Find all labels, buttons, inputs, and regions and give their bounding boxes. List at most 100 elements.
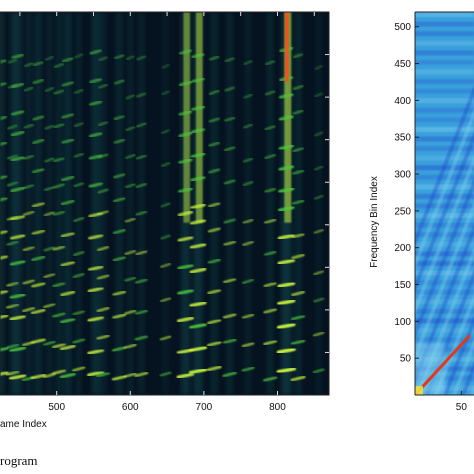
harmonic-dash xyxy=(292,146,304,153)
harmonic-dash xyxy=(52,245,66,252)
harmonic-dash xyxy=(176,316,194,323)
harmonic-dash xyxy=(112,228,126,235)
spectrogram-frame xyxy=(0,11,330,396)
harmonic-dash xyxy=(243,59,253,66)
harmonic-dash xyxy=(222,371,237,378)
similarity-band xyxy=(415,98,474,104)
similarity-ridge xyxy=(416,246,474,395)
harmonic-dash xyxy=(125,94,136,100)
harmonic-dash xyxy=(96,306,110,313)
burst-column xyxy=(266,12,274,395)
harmonic-dash xyxy=(11,82,25,89)
harmonic-dash xyxy=(61,56,74,63)
harmonic-dash xyxy=(135,182,147,189)
harmonic-dash xyxy=(241,366,255,373)
harmonic-dash xyxy=(51,369,67,376)
harmonic-dash xyxy=(89,100,103,107)
harmonic-dash xyxy=(0,346,9,352)
harmonic-dash xyxy=(159,335,172,341)
harmonic-dash xyxy=(31,229,46,236)
harmonic-dash xyxy=(208,141,221,148)
harmonic-dash xyxy=(30,308,46,315)
harmonic-dash xyxy=(98,55,108,62)
harmonic-dash xyxy=(243,93,253,100)
spectrogram-burst xyxy=(290,12,306,395)
harmonic-dash xyxy=(264,187,277,194)
harmonic-dash xyxy=(277,205,295,213)
harmonic-dash xyxy=(134,309,148,316)
harmonic-dash xyxy=(278,144,295,151)
harmonic-dash xyxy=(190,218,206,226)
harmonic-dash xyxy=(113,172,126,179)
burst-column xyxy=(99,12,107,395)
harmonic-dash xyxy=(113,79,125,85)
similarity-ridge xyxy=(415,131,474,294)
harmonic-dash xyxy=(206,340,222,347)
harmonic-dash xyxy=(159,371,172,377)
harmonic-dash xyxy=(160,128,171,135)
harmonic-dash xyxy=(59,372,76,379)
similarity-band xyxy=(415,31,474,37)
harmonic-dash xyxy=(191,52,205,59)
harmonic-dash xyxy=(60,231,75,238)
harmonic-dash xyxy=(135,154,147,160)
harmonic-dash xyxy=(124,309,137,316)
spectrogram-panel: 500 600 700 800 ame Index rogram xyxy=(0,11,330,468)
harmonic-dash xyxy=(73,121,84,128)
harmonic-dash xyxy=(314,92,324,98)
spectrogram-burst xyxy=(276,12,297,395)
figure-caption: rogram xyxy=(0,453,38,468)
harmonic-dash xyxy=(10,233,26,241)
harmonic-dash xyxy=(242,240,254,247)
similarity-band xyxy=(415,40,474,46)
harmonic-dash xyxy=(208,89,220,96)
harmonic-dash xyxy=(0,115,7,121)
harmonic-dash xyxy=(42,340,56,347)
harmonic-dash xyxy=(207,288,222,295)
harmonic-dash xyxy=(53,89,65,95)
harmonic-dash xyxy=(23,86,34,92)
harmonic-dash xyxy=(189,242,207,250)
harmonic-dash xyxy=(43,211,55,217)
similarity-ridge xyxy=(443,315,474,395)
harmonic-dash xyxy=(276,322,296,330)
harmonic-dash xyxy=(112,196,126,203)
harmonic-dash xyxy=(177,263,194,271)
similarity-band xyxy=(415,21,474,27)
harmonic-dash xyxy=(89,48,102,56)
x-tick-label: 700 xyxy=(196,402,213,413)
similarity-band xyxy=(415,308,474,314)
harmonic-dash xyxy=(242,218,254,225)
harmonic-dash xyxy=(88,131,103,138)
similarity-panel: 50 100 150 200 250 300 350 400 450 500 50 Frequen… xyxy=(369,11,474,413)
harmonic-dash xyxy=(263,281,277,288)
harmonic-dash xyxy=(313,165,324,171)
harmonic-dash xyxy=(31,255,46,262)
harmonic-dash xyxy=(178,131,193,138)
similarity-band xyxy=(415,117,474,123)
harmonic-dash xyxy=(88,181,103,189)
harmonic-dash xyxy=(191,77,205,84)
harmonic-dash xyxy=(277,298,296,306)
harmonic-dash xyxy=(113,53,125,60)
harmonic-dash xyxy=(207,227,221,234)
harmonic-dash xyxy=(9,346,27,353)
harmonic-dash xyxy=(278,164,295,172)
harmonic-dash xyxy=(23,61,34,68)
similarity-band xyxy=(415,289,474,295)
harmonic-dash xyxy=(161,63,170,70)
burst-column xyxy=(126,12,134,395)
harmonic-dash xyxy=(278,92,294,100)
y-tick-label: 50 xyxy=(400,354,412,365)
spectrogram-burst xyxy=(96,12,110,395)
burst-column xyxy=(137,12,145,395)
harmonic-dash xyxy=(263,250,277,257)
spectrogram-burst xyxy=(30,12,47,395)
burst-column xyxy=(115,12,124,395)
harmonic-dash xyxy=(43,272,56,279)
harmonic-dash xyxy=(124,217,136,223)
harmonic-dash xyxy=(224,86,236,92)
spectrogram-burst xyxy=(262,12,278,395)
harmonic-dash xyxy=(32,78,45,85)
spectrogram-burst xyxy=(176,12,195,395)
